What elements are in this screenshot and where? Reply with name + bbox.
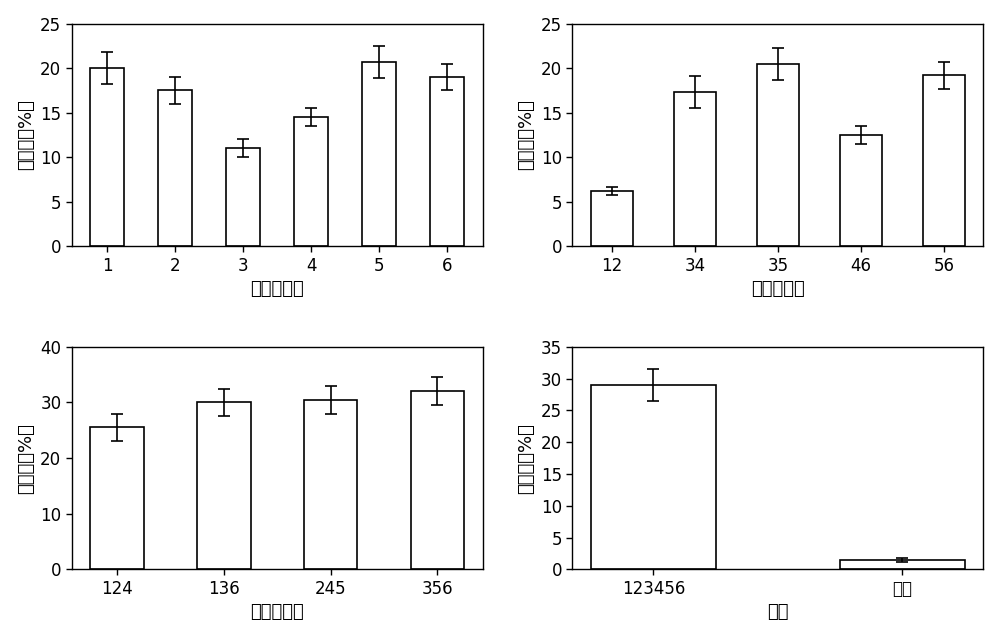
X-axis label: 三个菌处理: 三个菌处理 [250,604,304,621]
Bar [226,148,260,246]
X-axis label: 两个菌处理: 两个菌处理 [751,280,805,298]
Y-axis label: 降解率（%）: 降解率（%） [517,422,535,494]
Bar [591,191,633,246]
Bar [158,91,192,246]
Bar [411,391,464,569]
Bar [430,77,464,246]
X-axis label: 处理: 处理 [767,604,789,621]
Bar [304,399,357,569]
Bar [840,560,965,569]
Bar [757,64,799,246]
Bar [294,117,328,246]
Bar [674,93,716,246]
X-axis label: 单个菌处理: 单个菌处理 [250,280,304,298]
Bar [591,385,716,569]
Y-axis label: 降解率（%）: 降解率（%） [17,100,35,170]
Bar [90,68,124,246]
Y-axis label: 降解率（%）: 降解率（%） [17,422,35,494]
Bar [923,75,965,246]
Y-axis label: 降解率（%）: 降解率（%） [517,100,535,170]
Bar [197,403,251,569]
Bar [840,135,882,246]
Bar [90,427,144,569]
Bar [362,62,396,246]
